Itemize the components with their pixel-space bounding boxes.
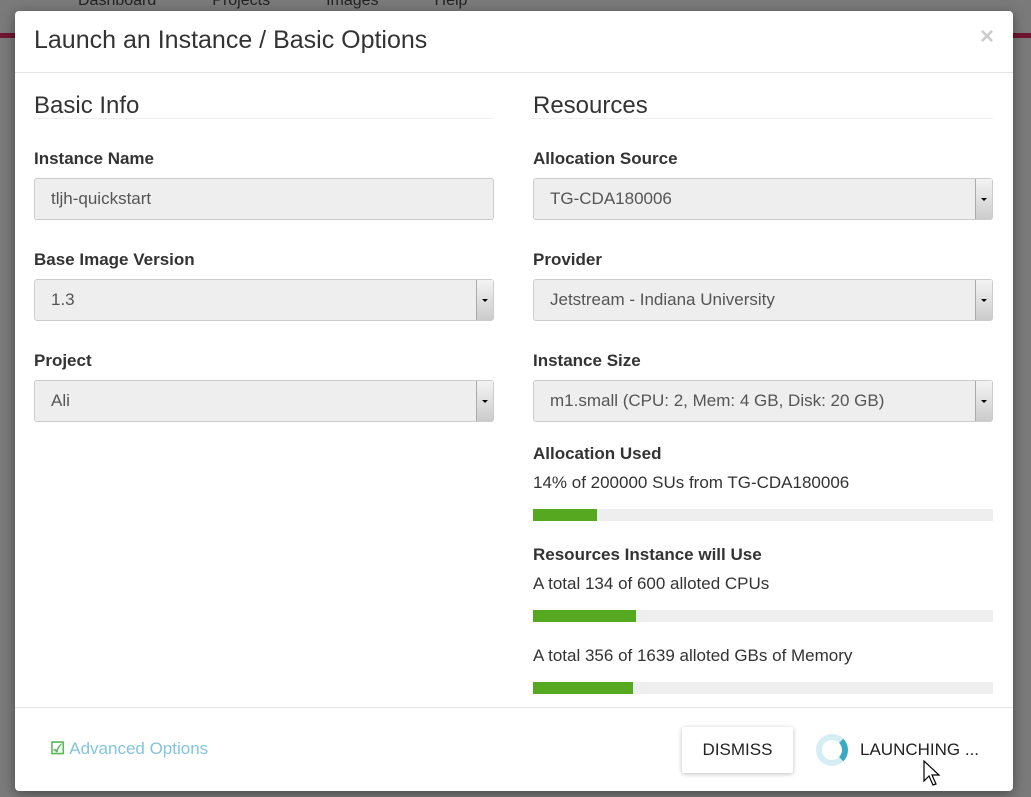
- allocation-used-fill: [533, 509, 598, 521]
- cpu-bar: [533, 610, 993, 622]
- nav-images: Images: [326, 0, 379, 9]
- allocation-used-text: 14% of 200000 SUs from TG-CDA180006: [533, 473, 850, 492]
- spinner-icon: [816, 734, 848, 766]
- allocation-source-select[interactable]: TG-CDA180006: [533, 178, 993, 220]
- nav-projects: Projects: [212, 0, 271, 9]
- modal-header: Launch an Instance / Basic Options ×: [15, 11, 1013, 73]
- base-image-select[interactable]: 1.3: [34, 279, 494, 321]
- nav-dashboard: Dashboard: [78, 0, 157, 9]
- resources-section: Resources Allocation Source TG-CDA180006…: [533, 91, 993, 718]
- instance-size-select[interactable]: m1.small (CPU: 2, Mem: 4 GB, Disk: 20 GB…: [533, 380, 993, 422]
- basic-info-section: Basic Info Instance Name tljh-quickstart…: [34, 91, 494, 422]
- modal-footer: ☑ Advanced Options DISMISS LAUNCHING ...: [15, 707, 1013, 791]
- project-select[interactable]: Ali: [34, 380, 494, 422]
- close-icon[interactable]: ×: [979, 23, 994, 50]
- launch-instance-modal: Launch an Instance / Basic Options × Bas…: [15, 11, 1013, 791]
- will-use-label: Resources Instance will Use: [533, 545, 762, 564]
- launching-label: LAUNCHING ...: [860, 740, 980, 759]
- instance-name-label: Instance Name: [34, 149, 154, 168]
- instance-size-label: Instance Size: [533, 351, 641, 370]
- mem-fill: [533, 682, 633, 694]
- cpu-text: A total 134 of 600 alloted CPUs: [533, 574, 770, 593]
- provider-label: Provider: [533, 250, 602, 269]
- allocation-used-label: Allocation Used: [533, 444, 662, 463]
- cpu-fill: [533, 610, 636, 622]
- modal-title: Launch an Instance / Basic Options: [34, 26, 428, 54]
- allocation-source-label: Allocation Source: [533, 149, 678, 168]
- mem-bar: [533, 682, 993, 694]
- background-nav: Dashboard Projects Images Help: [70, 0, 475, 10]
- allocation-used-bar: [533, 509, 993, 521]
- advanced-options-label: Advanced Options: [69, 739, 209, 758]
- nav-help: Help: [434, 0, 468, 9]
- dismiss-button[interactable]: DISMISS: [682, 727, 793, 773]
- basic-info-heading: Basic Info: [34, 91, 494, 119]
- base-image-label: Base Image Version: [34, 250, 195, 269]
- mem-text: A total 356 of 1639 alloted GBs of Memor…: [533, 646, 853, 665]
- launching-status: LAUNCHING ...: [816, 734, 979, 766]
- mouse-cursor-icon: [923, 760, 941, 786]
- checkbox-checked-icon: ☑: [50, 739, 66, 758]
- resources-heading: Resources: [533, 91, 993, 119]
- project-label: Project: [34, 351, 92, 370]
- advanced-options-link[interactable]: ☑ Advanced Options: [50, 739, 208, 759]
- instance-name-input[interactable]: tljh-quickstart: [34, 178, 494, 220]
- provider-select[interactable]: Jetstream - Indiana University: [533, 279, 993, 321]
